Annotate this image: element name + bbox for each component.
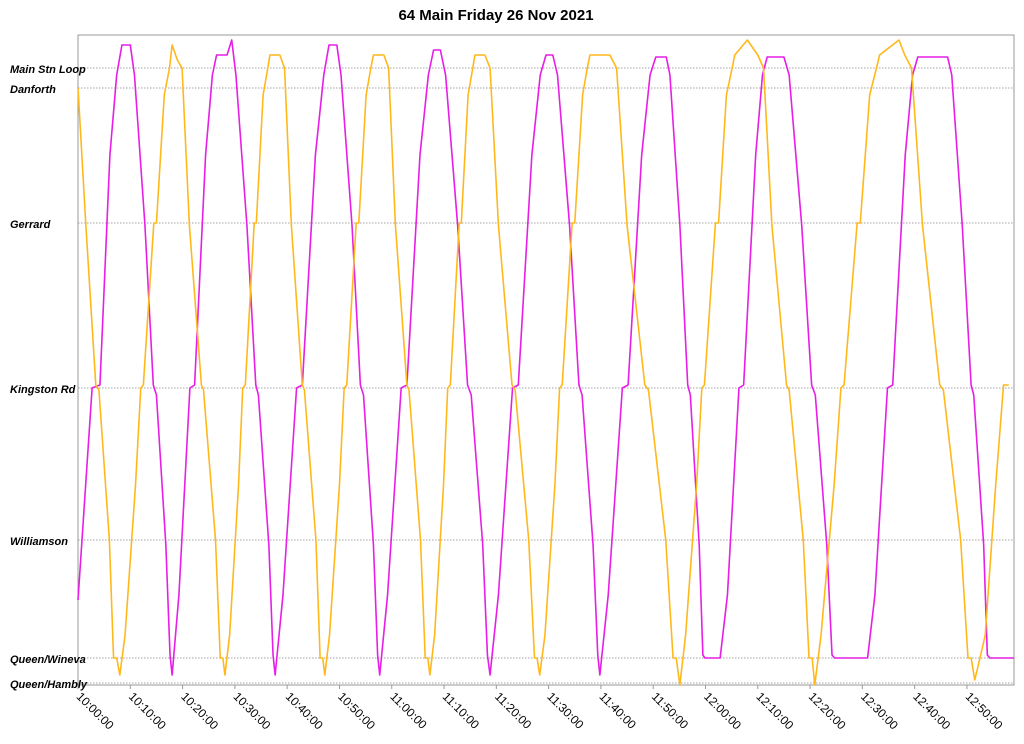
series-line [77,39,1014,676]
x-tick-label: 11:40:00 [597,689,640,732]
x-tick-label: 12:20:00 [806,689,849,732]
y-tick-label: Gerrard [10,219,51,231]
x-tick-label: 11:20:00 [492,689,535,732]
x-tick-label: 10:30:00 [231,689,274,732]
x-tick-label: 12:30:00 [858,689,901,732]
plot-frame [77,34,1015,686]
y-tick-label: Danforth [10,84,56,96]
y-tick-label: Queen/Hambly [10,679,88,691]
y-tick-label: Queen/Wineva [10,654,86,666]
x-tick-label: 12:40:00 [910,689,953,732]
x-tick-label: 10:20:00 [178,689,221,732]
x-tick-label: 11:10:00 [440,689,483,732]
y-tick-label: Williamson [10,536,68,548]
x-tick-label: 10:00:00 [74,689,117,732]
chart-title: 64 Main Friday 26 Nov 2021 [398,7,593,24]
x-tick-label: 10:40:00 [283,689,326,732]
x-tick-label: 11:50:00 [649,689,692,732]
series-line [77,39,1009,686]
x-tick-label: 11:30:00 [544,689,587,732]
x-tick-label: 10:50:00 [335,689,378,732]
y-tick-label: Main Stn Loop [10,64,86,76]
x-tick-label: 12:50:00 [963,689,1006,732]
x-tick-label: 11:00:00 [387,689,430,732]
x-tick-label: 10:10:00 [126,689,169,732]
x-tick-label: 12:00:00 [701,689,744,732]
y-tick-label: Kingston Rd [10,384,76,396]
x-tick-label: 12:10:00 [753,689,796,732]
